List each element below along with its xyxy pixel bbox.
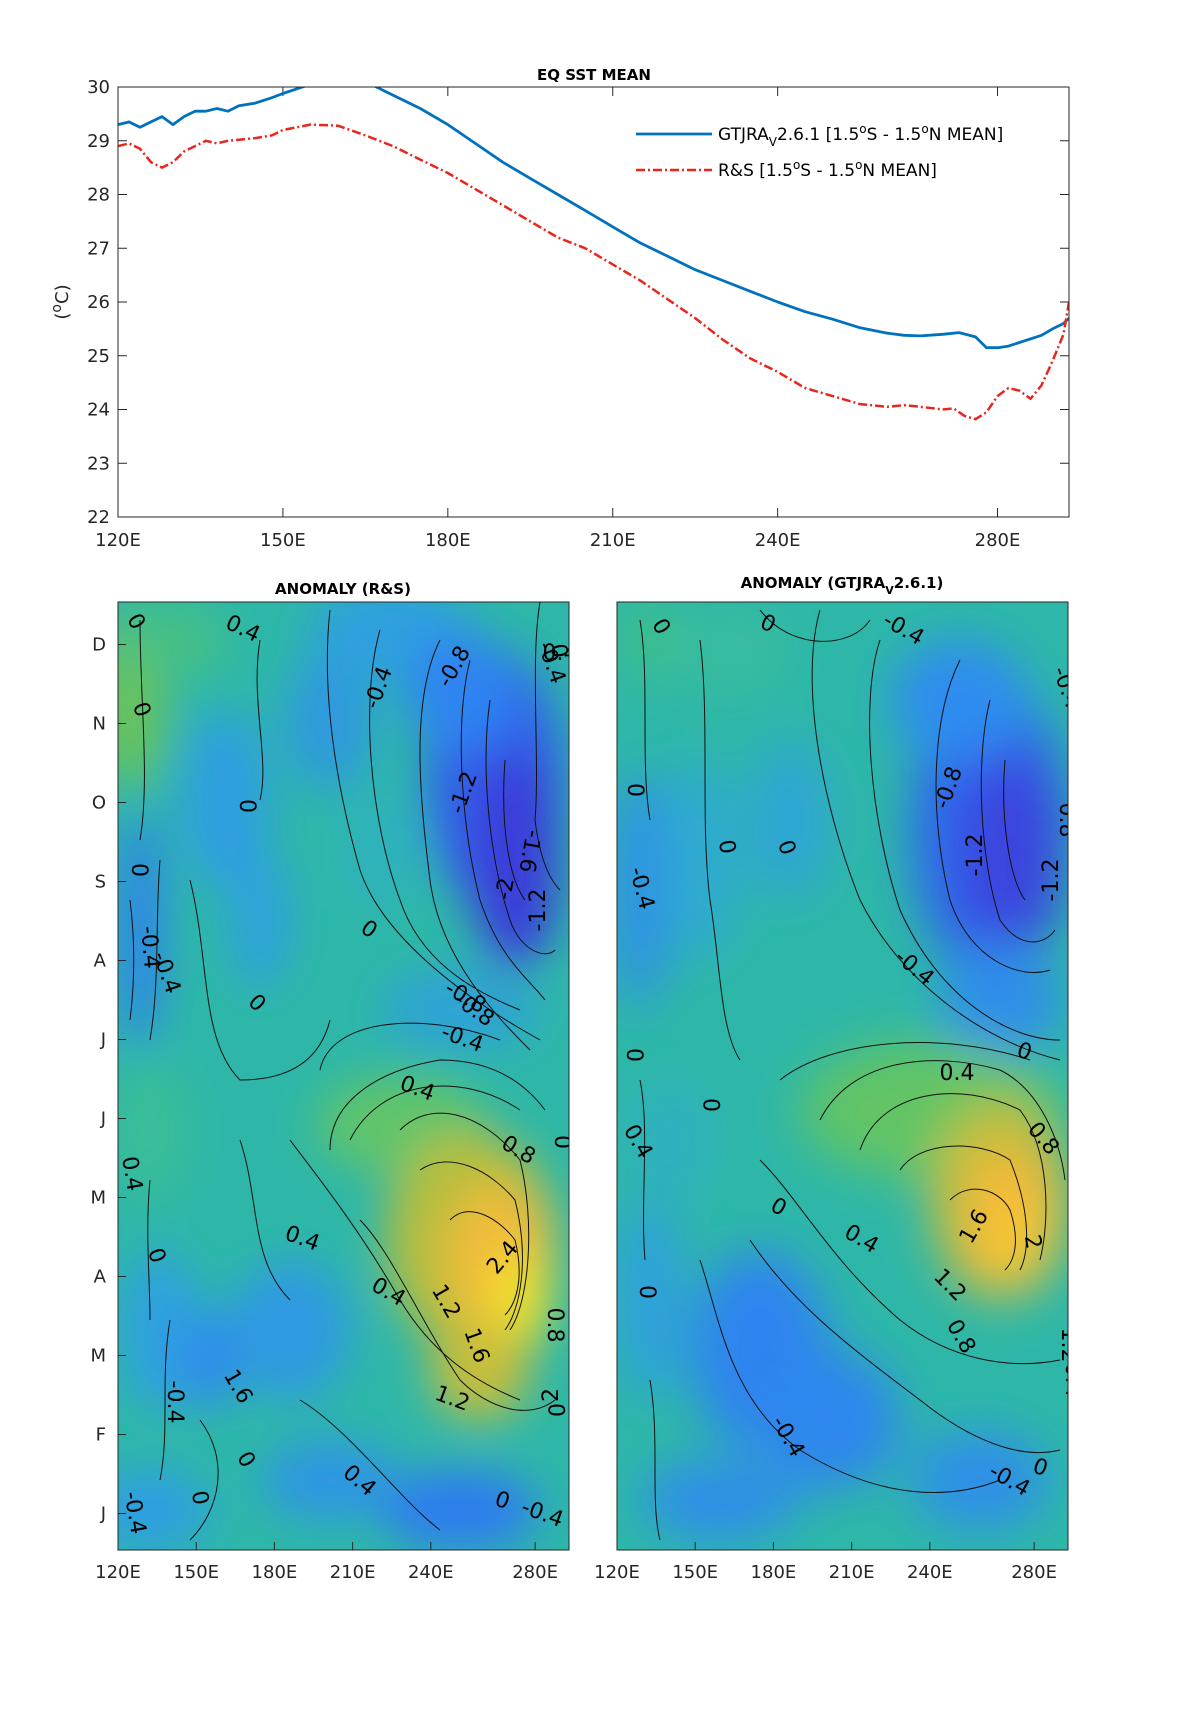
legend: GTJRAV2.6.1 [1.5oS - 1.5oN MEAN] R&S [1.… (636, 122, 1003, 181)
y-tick-label: J (100, 1030, 106, 1051)
x-tick-label: 120E (95, 530, 141, 551)
rs-contour-label: 2 (539, 1388, 564, 1402)
x-tick-label: 150E (260, 530, 306, 551)
heatmap-gtjra: ANOMALY (GTJRAV2.6.1) (594, 574, 1085, 1583)
heatmap-rs-y-axis: J F M A M J J A S O N D (90, 635, 126, 1525)
y-tick-label: N (93, 714, 106, 735)
y-tick-label: A (94, 951, 107, 972)
heatmap-rs-contours (129, 602, 561, 1541)
x-tick-label: 240E (755, 530, 801, 551)
heatmap-gtjra-field (617, 602, 1068, 1540)
gtjra-contour-label: 0 (621, 1048, 646, 1062)
heatmap-gtjra-plot-area (616, 601, 1069, 1551)
rs-contour-label: -1.2 (526, 889, 551, 932)
series-line-gtjra (118, 87, 1069, 350)
y-tick-label: 25 (87, 346, 110, 367)
x-tick-label: 180E (425, 530, 471, 551)
heatmap-rs-plot-area (117, 601, 570, 1551)
x-tick-label: 210E (590, 530, 636, 551)
x-tick-label: 180E (252, 1562, 298, 1583)
gtjra-contour-label: 1.2 (1056, 1328, 1081, 1363)
y-tick-label: 22 (87, 507, 110, 528)
y-tick-label: 23 (87, 453, 110, 474)
x-tick-label: 280E (975, 530, 1021, 551)
gtjra-contour-label: 2 (1019, 1233, 1046, 1251)
legend-label-gtjra: GTJRAV2.6.1 [1.5oS - 1.5oN MEAN] (718, 122, 1003, 149)
y-tick-label: 26 (87, 292, 110, 313)
y-tick-label: 29 (87, 131, 110, 152)
heatmap-gtjra-contours (639, 609, 1066, 1541)
rs-contour-label: 0 (126, 863, 151, 877)
gtjra-contour-label: -1.2 (1039, 859, 1064, 902)
x-tick-label: 280E (1011, 1562, 1057, 1583)
rs-contour-label: 0 (549, 1135, 574, 1149)
x-tick-label: 210E (330, 1562, 376, 1583)
x-tick-label: 150E (173, 1562, 219, 1583)
gtjra-contour-label: 0.4 (940, 1061, 975, 1086)
x-tick-label: 180E (751, 1562, 797, 1583)
heatmap-rs: ANOMALY (R&S) (90, 580, 578, 1583)
heatmap-rs-title: ANOMALY (R&S) (275, 580, 411, 598)
heatmap-rs-x-axis: 120E 150E 180E 210E 240E 280E (95, 1542, 558, 1583)
y-tick-label: 27 (87, 238, 110, 259)
rs-contour-label: -0.4 (162, 1381, 187, 1424)
rs-contour-label: 0 (186, 1489, 213, 1507)
x-tick-label: 240E (907, 1562, 953, 1583)
heatmap-rs-field (118, 602, 565, 1550)
x-tick-label: 280E (512, 1562, 558, 1583)
line-plot-area (117, 86, 1070, 518)
x-tick-label: 120E (95, 1562, 141, 1583)
y-tick-label: 24 (87, 400, 110, 421)
rs-contour-label: -0.4 (135, 925, 164, 970)
y-tick-label: D (92, 635, 106, 656)
rs-contour-label: 0.4 (543, 641, 578, 666)
gtjra-contour-label: 0.8 (1054, 803, 1079, 838)
x-tick-label: 210E (829, 1562, 875, 1583)
y-axis: 22 23 24 25 26 27 28 29 30 (87, 77, 1069, 528)
x-tick-label: 120E (594, 1562, 640, 1583)
gtjra-contour-label: 0.4 (1060, 1363, 1085, 1398)
gtjra-contour-label: 0 (713, 838, 740, 856)
y-tick-label: A (94, 1267, 107, 1288)
gtjra-contour-label: 0 (701, 1098, 726, 1112)
rs-contour-label: 0 (545, 642, 572, 660)
y-tick-label: S (95, 872, 106, 893)
y-tick-label: 30 (87, 77, 110, 98)
gtjra-contour-label: 0 (622, 783, 647, 797)
y-axis-label: (oC) (49, 284, 73, 319)
heatmap-gtjra-title: ANOMALY (GTJRAV2.6.1) (741, 574, 944, 597)
y-tick-label: 28 (87, 185, 110, 206)
gtjra-contour-label: -1.2 (963, 834, 988, 877)
legend-label-rs: R&S [1.5oS - 1.5oN MEAN] (718, 158, 937, 181)
x-tick-label: 150E (672, 1562, 718, 1583)
rs-contour-label: -2 (491, 876, 519, 902)
series-line-rs (118, 123, 1069, 421)
y-tick-label: M (90, 1188, 106, 1209)
y-tick-label: F (96, 1425, 106, 1446)
rs-contour-label: 0.4 (116, 1154, 147, 1193)
x-tick-label: 240E (408, 1562, 454, 1583)
line-chart-title: EQ SST MEAN (537, 66, 651, 84)
rs-contour-label: 0 (546, 1403, 571, 1417)
x-axis: 120E 150E 180E 210E 240E 280E (95, 87, 1020, 551)
gtjra-contour-label: 0 (634, 1285, 659, 1299)
y-tick-label: J (100, 1109, 106, 1130)
rs-contour-label: 0 (234, 799, 259, 813)
y-tick-label: J (100, 1504, 106, 1525)
y-tick-label: M (90, 1346, 106, 1367)
heatmap-gtjra-x-axis: 120E 150E 180E 210E 240E 280E (594, 1542, 1057, 1583)
y-tick-label: O (92, 793, 106, 814)
rs-contour-label: 0.8 (542, 1308, 567, 1343)
